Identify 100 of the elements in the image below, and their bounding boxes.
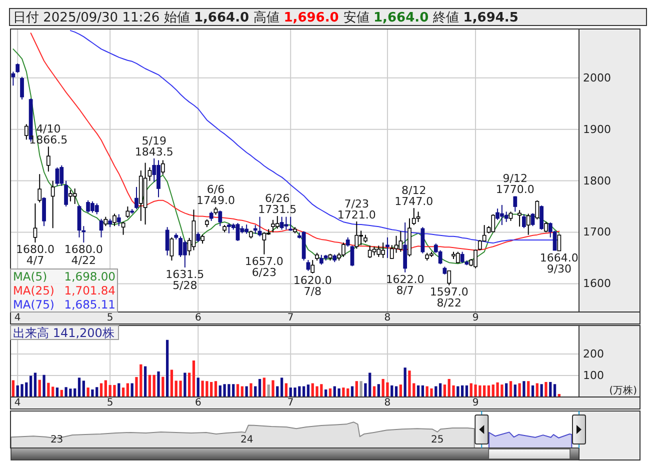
bar bbox=[408, 370, 411, 397]
candlestick bbox=[218, 210, 222, 227]
bar bbox=[338, 388, 340, 397]
candlestick bbox=[72, 188, 77, 204]
bar bbox=[355, 381, 358, 397]
bar bbox=[179, 380, 182, 397]
y-tick-label: 100 bbox=[583, 369, 604, 382]
candlestick bbox=[398, 230, 403, 252]
bar bbox=[272, 380, 274, 397]
bar bbox=[306, 384, 310, 397]
candlestick bbox=[46, 146, 50, 172]
bar bbox=[42, 374, 46, 397]
bar bbox=[86, 388, 90, 397]
text: MA(5) 1,698.00 bbox=[13, 270, 116, 284]
candlestick bbox=[94, 202, 99, 215]
candlestick bbox=[526, 213, 530, 236]
y-tick-label: 1600 bbox=[583, 277, 611, 290]
bar bbox=[553, 384, 556, 397]
candlestick bbox=[412, 208, 416, 226]
bar bbox=[443, 384, 446, 397]
candlestick bbox=[11, 71, 16, 86]
bar bbox=[91, 389, 94, 397]
candlestick bbox=[77, 204, 82, 238]
y-tick-label: 1800 bbox=[583, 174, 611, 188]
annotation: 1597.0 8/22 bbox=[430, 286, 468, 310]
bar bbox=[29, 376, 32, 397]
x-tick-label: 7 bbox=[287, 312, 294, 324]
candlestick bbox=[170, 236, 174, 262]
candlestick bbox=[280, 216, 284, 230]
candlestick bbox=[182, 240, 187, 268]
candlestick bbox=[354, 220, 359, 250]
bar bbox=[162, 376, 164, 397]
candlestick bbox=[508, 211, 513, 222]
candlestick bbox=[165, 226, 170, 256]
bar bbox=[377, 384, 380, 397]
bar bbox=[214, 381, 218, 397]
candlestick bbox=[557, 234, 562, 252]
bar bbox=[404, 368, 406, 397]
candlestick bbox=[341, 242, 346, 258]
bar bbox=[52, 386, 54, 397]
bar bbox=[549, 382, 552, 397]
bar bbox=[78, 378, 81, 397]
y-tick-label: 1900 bbox=[583, 122, 611, 136]
candlestick bbox=[544, 221, 548, 233]
candlestick bbox=[310, 260, 315, 274]
annotation: 9/12 1770.0 bbox=[496, 172, 534, 196]
y-tick-label: 200 bbox=[583, 348, 604, 361]
bar bbox=[262, 378, 266, 397]
candlestick bbox=[42, 196, 46, 227]
candlestick bbox=[368, 245, 372, 258]
candlestick bbox=[38, 174, 42, 203]
bar bbox=[250, 383, 252, 397]
bar bbox=[20, 384, 24, 397]
candlestick bbox=[491, 214, 496, 233]
bar bbox=[170, 370, 174, 397]
bar bbox=[514, 384, 516, 397]
x-tick-label: 9 bbox=[472, 312, 479, 324]
chart-title: 出来高 141,200株 bbox=[13, 326, 114, 340]
x-tick-label: 23 bbox=[50, 434, 64, 446]
candlestick bbox=[104, 216, 108, 227]
x-tick-label: 6 bbox=[194, 312, 202, 324]
bar bbox=[527, 381, 530, 397]
x-tick-label: 25 bbox=[431, 434, 444, 446]
bar bbox=[280, 378, 284, 397]
candlestick bbox=[306, 260, 310, 272]
annotation: 6/6 1749.0 bbox=[196, 183, 235, 208]
candlestick bbox=[236, 222, 240, 242]
x-tick-label: 4 bbox=[14, 312, 21, 324]
bar bbox=[122, 388, 125, 397]
x-tick-label: 6 bbox=[194, 398, 202, 408]
bar bbox=[38, 380, 41, 397]
y-axis-title: (万株) bbox=[609, 384, 638, 396]
bar bbox=[267, 384, 270, 397]
bar bbox=[118, 383, 120, 397]
annotation: 1680.0 4/7 bbox=[16, 243, 54, 268]
annotation: 6/26 1731.5 bbox=[258, 192, 297, 216]
bar bbox=[294, 388, 296, 397]
candlestick bbox=[447, 270, 452, 286]
bar bbox=[430, 388, 433, 397]
candlestick bbox=[196, 232, 200, 243]
y-tick-label: 2000 bbox=[583, 71, 611, 84]
bar bbox=[536, 383, 538, 397]
bar bbox=[522, 381, 526, 397]
text: MA(75) 1,685.11 bbox=[13, 298, 116, 312]
bar bbox=[360, 381, 362, 397]
candlestick bbox=[121, 221, 126, 236]
bar bbox=[100, 383, 103, 397]
candlestick bbox=[390, 244, 394, 260]
candlestick bbox=[134, 186, 138, 210]
annotation: 5/19 1843.5 bbox=[134, 134, 174, 158]
candlestick bbox=[209, 211, 214, 222]
bar bbox=[505, 383, 508, 397]
candlestick bbox=[518, 210, 522, 228]
annotation: 1680.0 4/22 bbox=[64, 243, 103, 268]
annotation: 1622.0 8/7 bbox=[386, 272, 424, 297]
annotation: 1631.5 5/28 bbox=[166, 268, 204, 292]
candlestick bbox=[513, 196, 518, 212]
bar bbox=[236, 384, 240, 397]
bar bbox=[56, 388, 59, 397]
bar bbox=[12, 380, 15, 397]
